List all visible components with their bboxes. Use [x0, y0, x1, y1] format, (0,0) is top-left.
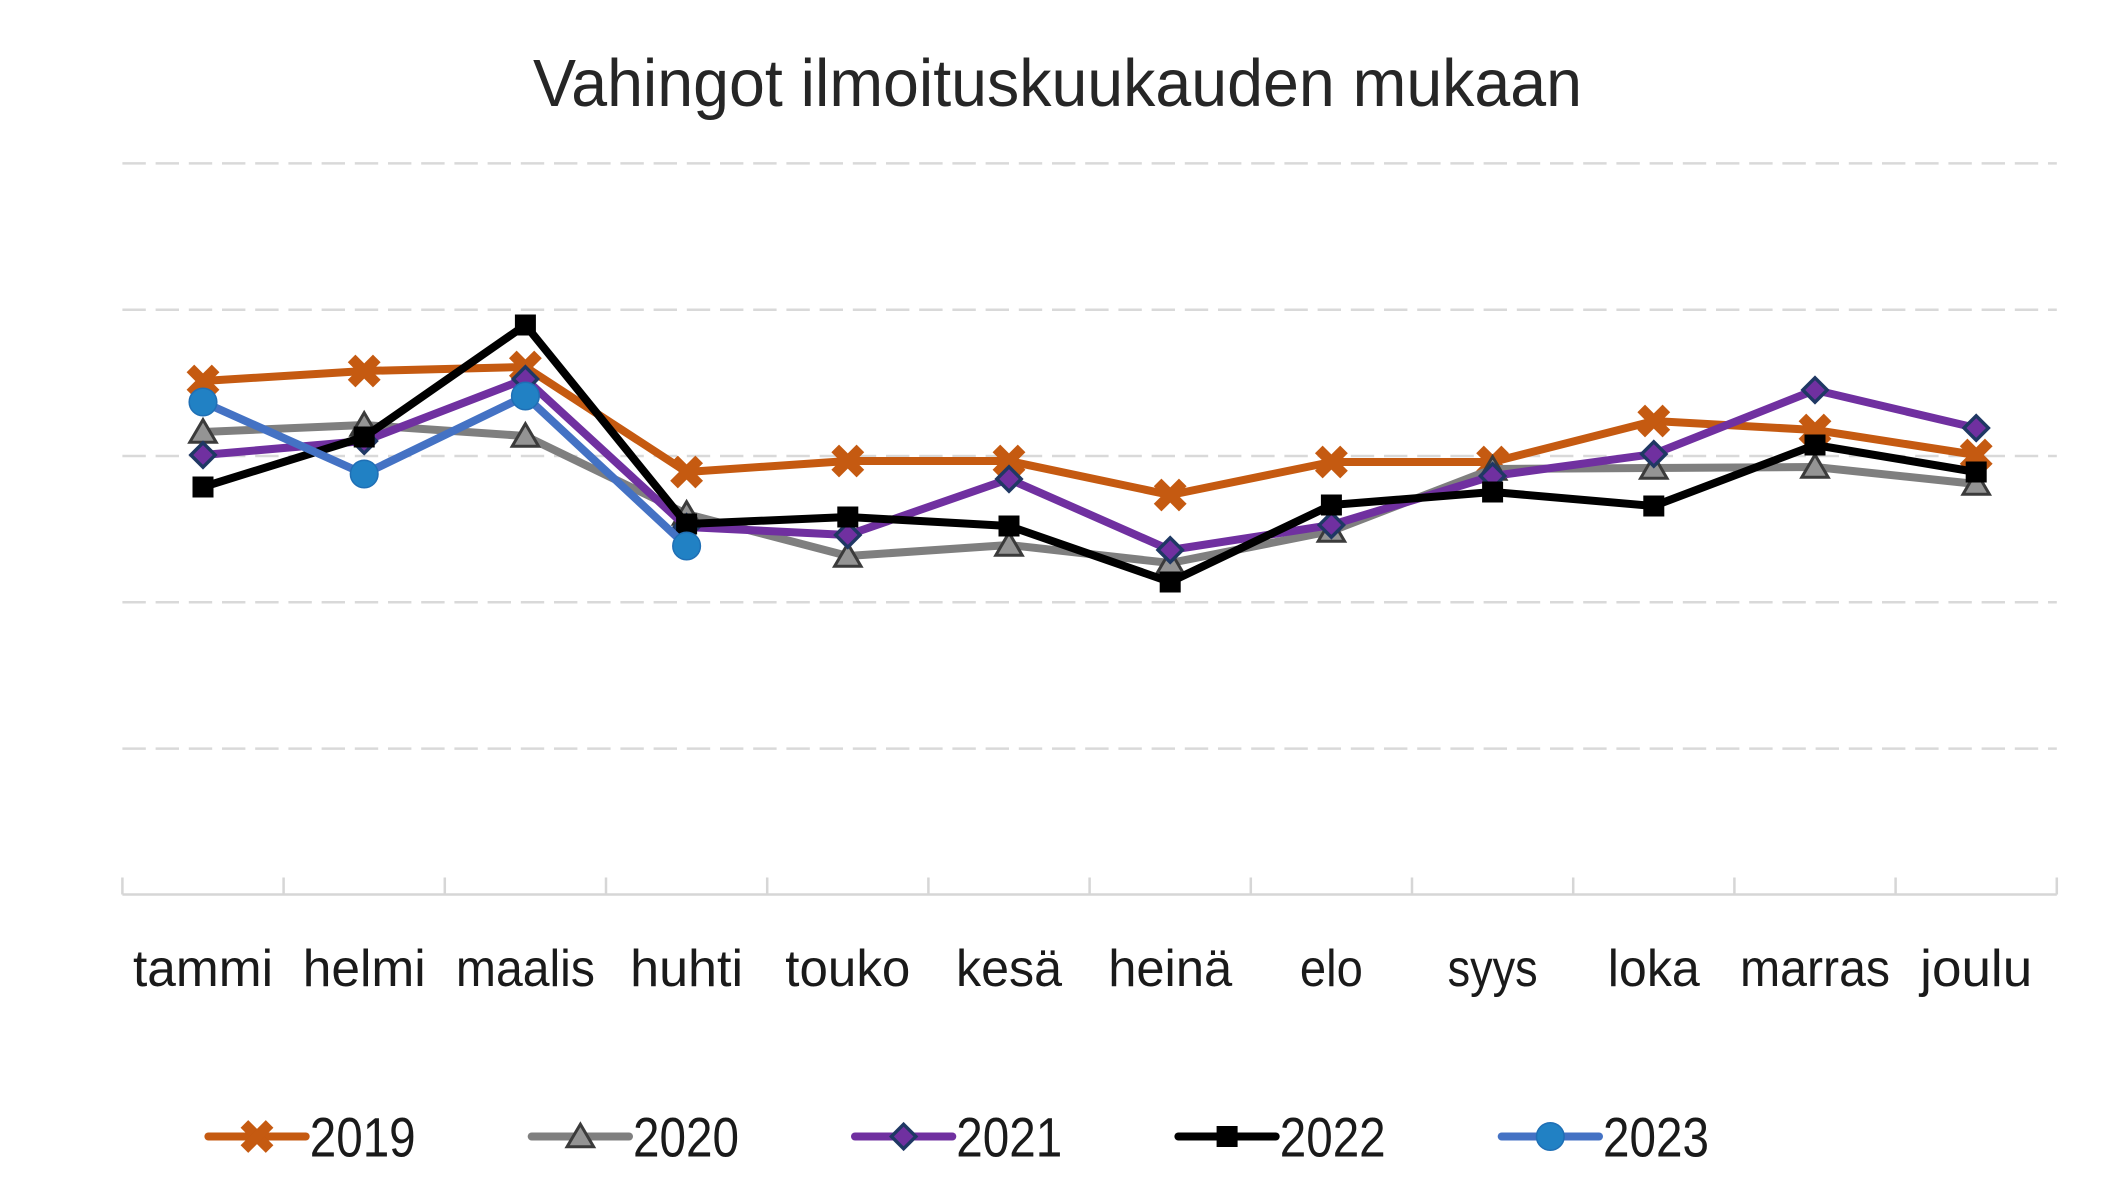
- svg-text:tammi: tammi: [133, 940, 273, 998]
- svg-text:2021: 2021: [956, 1107, 1062, 1169]
- svg-text:marras: marras: [1740, 940, 1890, 998]
- svg-text:helmi: helmi: [303, 940, 426, 998]
- svg-text:2020: 2020: [633, 1107, 739, 1169]
- svg-text:2022: 2022: [1280, 1107, 1386, 1169]
- svg-text:elo: elo: [1300, 940, 1363, 998]
- svg-text:kesä: kesä: [956, 940, 1062, 998]
- svg-text:heinä: heinä: [1108, 940, 1232, 998]
- svg-text:loka: loka: [1608, 940, 1700, 998]
- svg-text:huhti: huhti: [630, 940, 743, 998]
- svg-text:syys: syys: [1448, 940, 1538, 998]
- svg-text:joulu: joulu: [1918, 940, 2032, 998]
- svg-text:maalis: maalis: [456, 940, 595, 998]
- svg-text:2023: 2023: [1603, 1107, 1709, 1169]
- svg-text:touko: touko: [785, 940, 910, 998]
- svg-text:Vahingot ilmoituskuukauden muk: Vahingot ilmoituskuukauden mukaan: [533, 46, 1582, 121]
- svg-text:2019: 2019: [310, 1107, 416, 1169]
